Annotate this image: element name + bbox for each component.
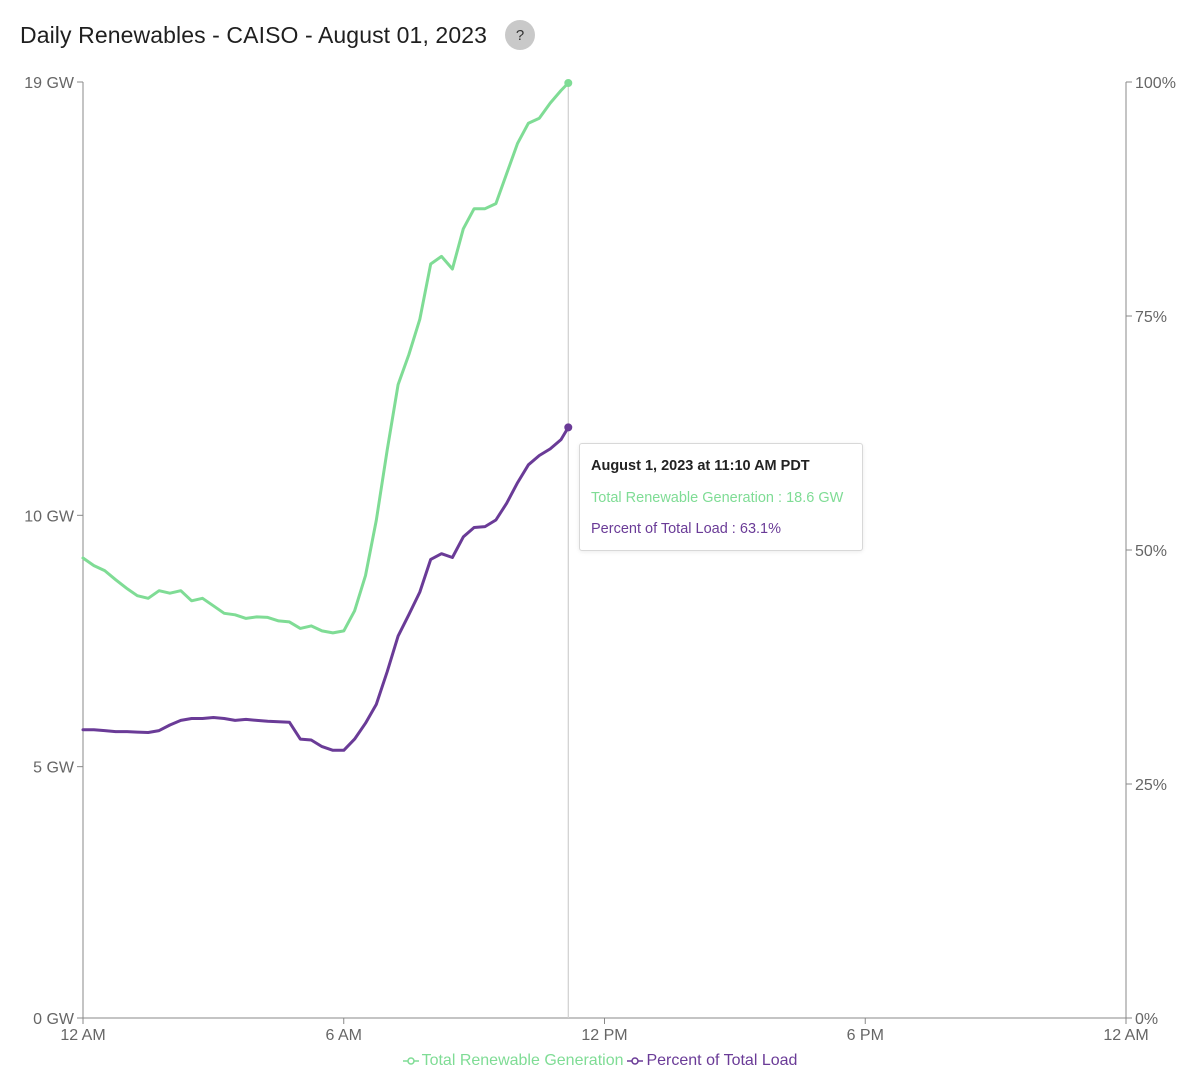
legend-item-renewable[interactable]: Total Renewable Generation xyxy=(402,1052,624,1070)
legend-label-percent: Percent of Total Load xyxy=(646,1052,798,1069)
help-button[interactable]: ? xyxy=(505,20,535,50)
tooltip-title: August 1, 2023 at 11:10 AM PDT xyxy=(591,458,810,474)
chart-legend: Total Renewable Generation Percent of To… xyxy=(0,1052,1200,1070)
tooltip-percent-separator: : xyxy=(727,521,740,537)
tooltip-renewable-label: Total Renewable Generation xyxy=(591,490,774,506)
y-right-tick-label: 25% xyxy=(1135,777,1167,794)
tooltip-renewable-row: Total Renewable Generation : 18.6 GW xyxy=(591,490,851,506)
legend-item-percent[interactable]: Percent of Total Load xyxy=(627,1052,797,1070)
legend-label-renewable: Total Renewable Generation xyxy=(421,1052,624,1069)
series-hover-point-percent xyxy=(564,423,573,432)
y-left-tick-label: 19 GW xyxy=(24,75,75,92)
page-title: Daily Renewables - CAISO - August 01, 20… xyxy=(20,21,487,48)
tooltip-renewable-separator: : xyxy=(773,490,787,506)
y-right-tick-label: 50% xyxy=(1135,543,1167,560)
series-line-renewable[interactable] xyxy=(81,81,570,635)
hover-tooltip: August 1, 2023 at 11:10 AM PDT Total Ren… xyxy=(579,443,863,551)
x-tick-label: 6 AM xyxy=(326,1027,362,1044)
series-line-percent[interactable] xyxy=(81,425,570,752)
chart-header: Daily Renewables - CAISO - August 01, 20… xyxy=(20,14,535,56)
tooltip-percent-value: 63.1% xyxy=(739,521,781,537)
y-right-tick-label: 0% xyxy=(1135,1011,1158,1028)
series-hover-point-renewable xyxy=(564,79,573,88)
y-right-tick-label: 100% xyxy=(1135,75,1176,92)
legend-renewable-marker-icon xyxy=(402,1057,419,1065)
x-tick-label: 6 PM xyxy=(847,1027,884,1044)
y-left-tick-label: 10 GW xyxy=(24,508,75,525)
legend-percent-marker-icon xyxy=(627,1057,644,1065)
tooltip-percent-row: Percent of Total Load : 63.1% xyxy=(591,521,851,537)
x-tick-label: 12 PM xyxy=(581,1027,627,1044)
y-left-tick-label: 5 GW xyxy=(33,760,75,777)
y-left-tick-label: 0 GW xyxy=(33,1011,75,1028)
x-tick-label: 12 AM xyxy=(1103,1027,1148,1044)
y-right-tick-label: 75% xyxy=(1135,309,1167,326)
x-tick-label: 12 AM xyxy=(60,1027,105,1044)
tooltip-percent-label: Percent of Total Load xyxy=(591,521,728,537)
tooltip-renewable-value: 18.6 GW xyxy=(786,490,844,506)
